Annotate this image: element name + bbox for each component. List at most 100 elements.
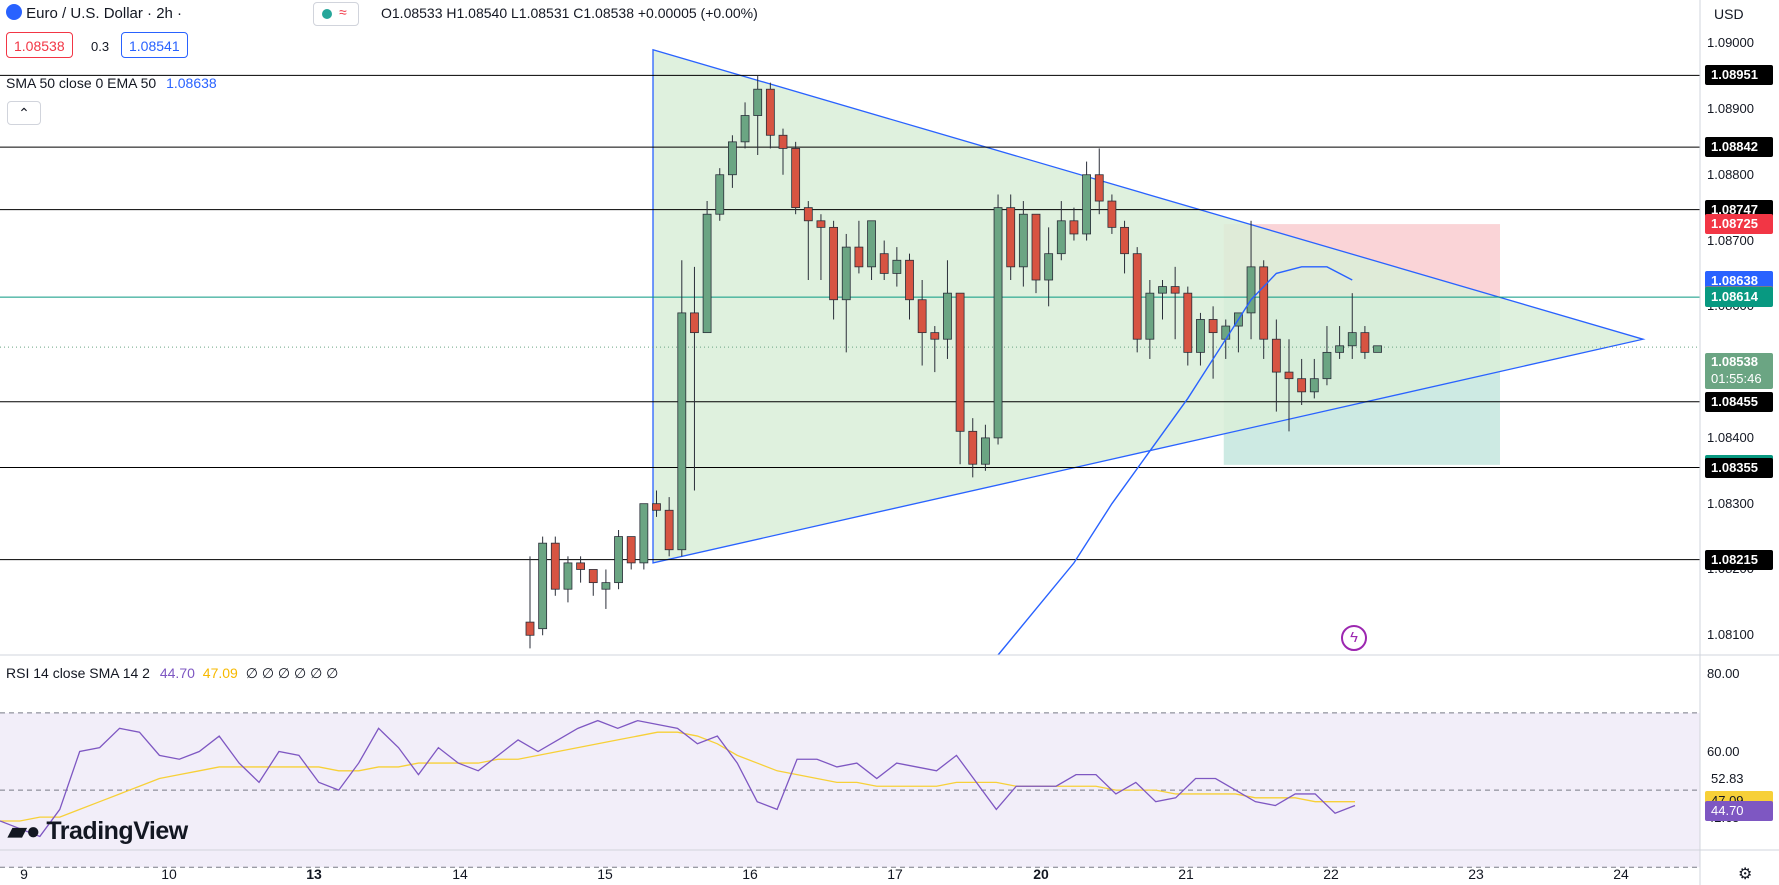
indicator-legend[interactable]: SMA 50 close 0 EMA 50 1.08638 [6, 75, 217, 91]
buy-button[interactable]: 1.08541 [121, 32, 188, 58]
candle-body [652, 503, 661, 511]
candle-body [690, 312, 699, 334]
price-tick: 1.08700 [1707, 232, 1754, 248]
candle-body [614, 536, 623, 584]
candle-body [943, 292, 952, 340]
candle-body [550, 542, 560, 590]
time-tick: 24 [1613, 866, 1629, 882]
candle-body [1132, 253, 1142, 340]
rsi-value-tag: 44.70 [1705, 800, 1773, 821]
symbol-name: Euro / U.S. Dollar · 2h · [26, 5, 183, 22]
candle-body [1145, 292, 1155, 340]
candle-body [626, 536, 636, 564]
price-level-tag: 1.08842 [1705, 137, 1773, 158]
candle-body [1309, 378, 1319, 393]
candle-body [639, 503, 649, 564]
sell-button[interactable]: 1.08538 [6, 32, 73, 58]
price-tick: 1.08800 [1707, 166, 1754, 182]
price-tick: 1.08400 [1707, 429, 1754, 445]
candle-body [1271, 338, 1281, 373]
time-tick: 14 [452, 866, 468, 882]
rsi-extras: ∅ ∅ ∅ ∅ ∅ ∅ [245, 665, 339, 681]
time-tick: 15 [597, 866, 613, 882]
market-status[interactable]: ≈ [313, 2, 359, 26]
candle-body [917, 299, 927, 334]
candle-body [1284, 371, 1294, 380]
price-level-tag: 1.08951 [1705, 65, 1773, 86]
candle-body [778, 134, 788, 149]
rsi-tick: 60.00 [1707, 743, 1740, 759]
lightning-icon[interactable]: ϟ [1341, 625, 1367, 651]
spread-value: 0.3 [91, 39, 110, 54]
candle-body [1082, 174, 1091, 235]
collapse-legend-button[interactable]: ⌃ [7, 101, 41, 125]
candle-body [664, 509, 674, 551]
price-level-tag: 1.08725 [1705, 214, 1773, 235]
price-tick: 1.08300 [1707, 495, 1754, 511]
sma-50-line [997, 266, 1353, 656]
price-level-tag: 1.08614 [1705, 287, 1773, 308]
price-tick: 1.08900 [1707, 100, 1754, 116]
candle-body [867, 220, 876, 268]
price-level-tag: 1.08455 [1705, 391, 1773, 412]
rsi-label: RSI 14 close SMA 14 2 [6, 665, 150, 681]
candle-body [740, 115, 750, 143]
candle-body [753, 88, 763, 116]
time-tick: 22 [1323, 866, 1339, 882]
candle-body [765, 88, 775, 136]
candle-body [1360, 332, 1370, 353]
candle-body [1018, 213, 1028, 268]
candle-body [1208, 319, 1218, 334]
rsi-legend[interactable]: RSI 14 close SMA 14 2 44.70 47.09 ∅ ∅ ∅ … [6, 665, 338, 682]
candle-body [854, 246, 864, 268]
symbol-title[interactable]: Euro / U.S. Dollar · 2h · [6, 4, 182, 22]
candle-body [1347, 332, 1357, 347]
candle-body [1006, 207, 1016, 268]
time-tick: 23 [1468, 866, 1484, 882]
candle-body [829, 226, 838, 301]
candle-body [841, 246, 851, 301]
time-tick: 13 [306, 866, 322, 882]
candle-body [525, 621, 535, 636]
settings-icon[interactable]: ⚙ [1738, 866, 1753, 883]
candle-body [1056, 220, 1066, 255]
candle-body [816, 220, 826, 228]
rsi-line [0, 719, 1356, 838]
rsi-tick: 80.00 [1707, 666, 1740, 682]
currency-selector[interactable]: USD [1714, 6, 1744, 22]
tradingview-logo[interactable]: ▰● TradingView [8, 817, 188, 846]
tv-logo-icon: ▰● [8, 818, 40, 845]
candle-body [1158, 286, 1167, 294]
indicator-label: SMA 50 close 0 EMA 50 [6, 75, 157, 91]
candle-body [563, 562, 573, 590]
wave-icon: ≈ [339, 4, 347, 20]
price-level-tag: 1.08215 [1705, 549, 1773, 570]
candle-body [1297, 378, 1307, 393]
rsi-sma-line [0, 731, 1355, 822]
price-tick: 1.08100 [1707, 627, 1754, 643]
candle-body [879, 253, 889, 274]
time-tick: 17 [887, 866, 903, 882]
candle-body [1120, 226, 1129, 255]
candle-body [1170, 286, 1180, 294]
candle-body [702, 213, 712, 334]
candle-body [955, 292, 965, 432]
rsi-sma-value: 47.09 [202, 665, 238, 681]
candle-body [1031, 213, 1041, 281]
ohlc-readout: O1.08533 H1.08540 L1.08531 C1.08538 +0.0… [381, 5, 758, 21]
candle-body [1246, 266, 1256, 314]
price-level-tag: 1.08355 [1705, 457, 1773, 478]
rsi-value-tag: 52.83 [1705, 769, 1773, 790]
indicator-value: 1.08638 [166, 75, 217, 91]
current-price-label: 1.08538 01:55:46 [1705, 353, 1773, 389]
candle-body [715, 174, 725, 215]
candle-body [1221, 325, 1231, 340]
candle-body [993, 207, 1003, 439]
current-price: 1.08538 [1711, 354, 1758, 369]
candle-body [1069, 220, 1079, 235]
time-tick: 16 [742, 866, 758, 882]
chevron-up-icon: ⌃ [18, 105, 30, 121]
rsi-value: 44.70 [159, 665, 195, 681]
candle-body [930, 332, 940, 340]
